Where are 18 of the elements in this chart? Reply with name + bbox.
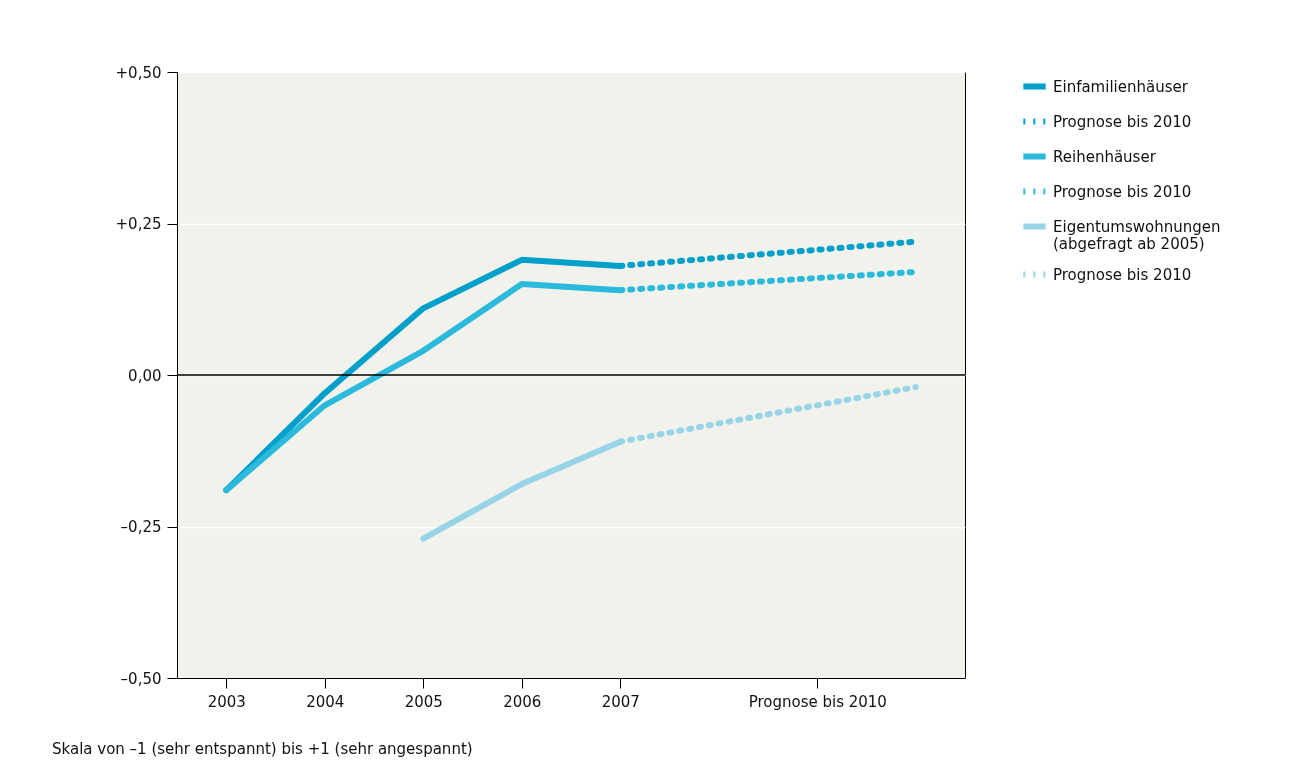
text: Skala von –1 (sehr entspannt) bis +1 (sehr angespannt) <box>52 740 473 758</box>
x-tick-label: 2004 <box>306 692 345 711</box>
x-tick-label: 2006 <box>503 692 542 711</box>
x-tick-label: 2005 <box>404 692 443 711</box>
y-tick-label: 0,00 <box>128 366 162 385</box>
y-tick-label: +0,25 <box>115 215 162 233</box>
legend-label: Einfamilienhäuser <box>1053 77 1189 96</box>
legend-label: Reihenhäuser <box>1053 147 1157 166</box>
legend-label: Prognose bis 2010 <box>1053 182 1192 201</box>
y-tick-label: –0,25 <box>120 518 162 536</box>
legend-label: Prognose bis 2010 <box>1053 265 1192 284</box>
x-tick-label: 2007 <box>601 692 640 711</box>
x-tick-label: 2003 <box>207 692 246 711</box>
legend-label: Prognose bis 2010 <box>1053 112 1192 131</box>
legend-label: Eigentumswohnungen (abgefragt ab 2005) <box>1053 217 1221 253</box>
x-tick-label: Prognose bis 2010 <box>748 692 887 711</box>
y-tick-label: –0,50 <box>120 669 162 688</box>
y-tick-label: +0,50 <box>115 63 162 82</box>
